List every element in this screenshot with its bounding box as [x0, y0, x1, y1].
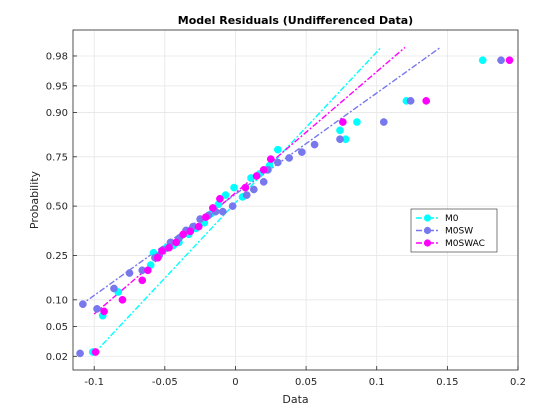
data-point-m0swac [144, 266, 152, 275]
data-point-m0sw [336, 135, 344, 144]
data-point-m0swac [153, 253, 162, 262]
data-point-m0sw [285, 154, 293, 162]
data-point-m0swac [165, 243, 173, 252]
x-axis-label: Data [282, 393, 308, 406]
legend: M0 M0SW M0SWAC [410, 208, 498, 253]
data-point-m0swac [138, 276, 147, 285]
data-point-m0sw [79, 300, 87, 309]
grid [73, 30, 519, 370]
y-tick-label: 0.95 [46, 81, 68, 92]
data-point-m0swac [259, 166, 268, 174]
legend-marker-m0swac [423, 239, 432, 247]
legend-label-m0swac: M0SWAC [445, 239, 485, 249]
data-point-m0sw [242, 191, 251, 199]
data-point-m0sw [379, 118, 388, 126]
chart-title: Model Residuals (Undifferenced Data) [178, 14, 413, 27]
x-tick-label: -0.1 [84, 377, 104, 388]
data-point-m0sw [228, 202, 237, 210]
x-tick-label: 0 [232, 377, 238, 388]
legend-marker-m0 [423, 214, 432, 222]
data-point-m0swac [158, 247, 166, 255]
x-tick-label: 0.1 [369, 377, 385, 388]
plot-area [73, 30, 518, 370]
data-point-m0sw [273, 158, 282, 167]
data-point-m0sw [298, 148, 306, 156]
data-point-m0swac [266, 155, 275, 163]
y-tick-label: 0.98 [46, 51, 68, 62]
data-point-m0sw [310, 140, 319, 149]
data-point-m0swac [422, 97, 431, 105]
x-tick-label: 0.05 [295, 377, 317, 388]
y-tick-label: 0.02 [46, 352, 68, 363]
data-point-m0swac [209, 204, 217, 212]
data-point-m0sw [218, 207, 227, 216]
data-point-m0swac [252, 172, 261, 180]
data-point-m0sw [249, 185, 258, 194]
data-point-m0sw [110, 284, 118, 293]
data-point-m0swac [172, 238, 180, 247]
legend-label-m0sw: M0SW [445, 227, 473, 237]
data-point-m0swac [505, 56, 514, 65]
data-point-m0 [478, 56, 487, 65]
y-tick-label: 0.05 [46, 322, 68, 333]
data-point-m0 [221, 191, 230, 199]
data-point-m0swac [100, 307, 108, 316]
data-point-m0sw [93, 305, 101, 313]
data-point-m0swac [241, 183, 250, 192]
data-point-m0swac [194, 222, 203, 231]
y-tick-label: 0.50 [46, 202, 68, 213]
data-point-m0swac [201, 213, 210, 222]
y-tick-label: 0.25 [46, 251, 68, 262]
data-point-m0 [336, 126, 344, 135]
y-tick-label: 0.75 [46, 152, 68, 163]
data-points [76, 56, 514, 358]
x-tick-label: -0.05 [152, 377, 178, 388]
y-axis-ticks: 0.02 0.05 0.10 0.25 0.50 0.75 0.90 0.95 0.98 [46, 51, 77, 363]
data-point-m0swac [216, 194, 224, 203]
x-axis-ticks: -0.1 -0.05 0 0.05 0.1 0.15 0.2 [84, 366, 526, 388]
y-tick-label: 0.10 [46, 295, 68, 306]
data-point-m0swac [338, 118, 347, 126]
y-axis-label: Probability [28, 170, 41, 229]
data-point-m0 [230, 183, 238, 192]
data-point-m0sw [259, 178, 268, 186]
data-point-m0swac [179, 230, 188, 239]
plot-frame [72, 29, 519, 371]
data-point-m0swac [91, 348, 100, 356]
data-point-m0swac [186, 227, 195, 236]
x-tick-label: 0.15 [436, 377, 458, 388]
legend-label-m0: M0 [445, 214, 459, 224]
data-point-m0 [353, 118, 361, 126]
data-point-m0sw [76, 349, 84, 358]
legend-marker-m0sw [423, 226, 432, 235]
data-point-m0 [273, 145, 282, 154]
data-point-m0sw [497, 56, 505, 65]
data-point-m0sw [125, 269, 134, 277]
x-tick-label: 0.2 [510, 377, 526, 388]
fit-line-m0 [93, 46, 382, 354]
y-tick-label: 0.90 [46, 108, 68, 119]
data-point-m0swac [118, 295, 127, 304]
data-point-m0sw [406, 97, 415, 105]
